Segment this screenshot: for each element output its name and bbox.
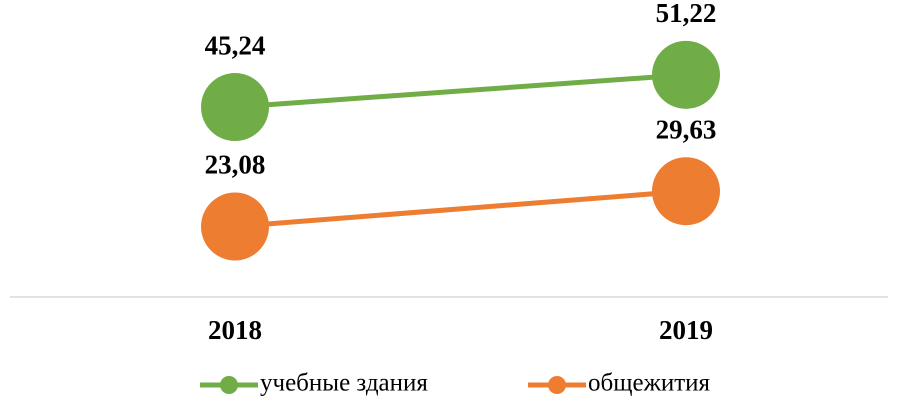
legend-label: общежития	[588, 370, 711, 397]
value-label: 45,24	[205, 30, 266, 60]
point-marker	[201, 73, 269, 142]
value-label: 29,63	[656, 114, 717, 144]
x-tick-label: 2018	[208, 315, 262, 345]
legend-marker	[220, 376, 238, 394]
legend-label: учебные здания	[260, 370, 428, 397]
series-line	[234, 72, 687, 110]
x-tick-label: 2019	[659, 315, 713, 345]
point-marker	[652, 40, 720, 109]
legend-marker	[548, 376, 566, 394]
series-line	[234, 188, 687, 229]
point-marker	[652, 157, 720, 226]
point-marker	[201, 192, 269, 261]
value-label: 51,22	[656, 0, 717, 28]
value-label: 23,08	[205, 150, 266, 180]
